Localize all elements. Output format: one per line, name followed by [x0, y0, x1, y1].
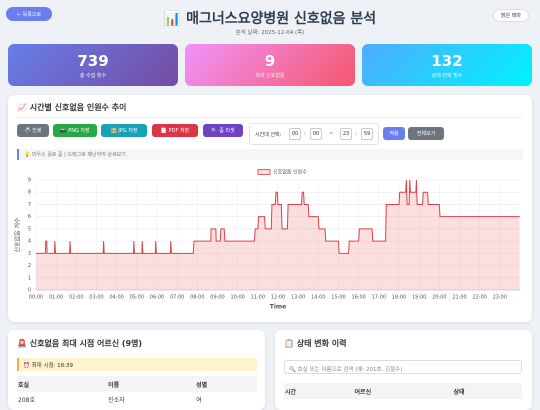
x-tick-label: 20:00 [432, 295, 446, 301]
x-tick-label: 11:00 [251, 295, 265, 301]
stat-value: 132 [431, 52, 463, 70]
x-axis-label: Time [270, 304, 286, 311]
y-tick-label: 1 [28, 275, 31, 281]
x-tick-label: 09:00 [210, 295, 224, 301]
x-tick-label: 06:00 [150, 295, 164, 301]
stat-card: 132 상태 변화 횟수 [362, 44, 532, 86]
col-header: 시간 [285, 388, 297, 396]
history-panel [275, 330, 532, 410]
png-button[interactable]: 📷 PNG 저장 [53, 124, 97, 137]
cell: 진소자 [108, 396, 125, 404]
page-title: 📊 매그너스요양병원 신호없음 분석 [163, 11, 377, 27]
y-tick-label: 8 [28, 190, 31, 196]
x-tick-label: 14:00 [311, 295, 325, 301]
stat-label: 상태 변화 횟수 [431, 73, 463, 79]
y-tick-label: 9 [28, 178, 31, 184]
x-tick-label: 00:00 [29, 295, 43, 301]
x-tick-label: 22:00 [472, 295, 486, 301]
x-tick-label: 10:00 [230, 295, 244, 301]
jpg-button[interactable]: 🖼️ JPG 저장 [101, 124, 147, 137]
x-tick-label: 15:00 [331, 295, 345, 301]
peak-time: ⏰ 최대 시점: 18:39 [17, 358, 257, 371]
range-label: 시간대 선택: [255, 132, 282, 138]
apply-button[interactable]: 적용 [383, 127, 405, 140]
all-button[interactable]: 전체보기 [408, 127, 444, 140]
x-tick-label: 19:00 [412, 295, 426, 301]
start-hour[interactable]: 00 [289, 128, 301, 140]
col-header: 호실 [18, 381, 30, 389]
panel-title: 📈 시간별 신호없음 인원수 추이 [17, 103, 127, 112]
panel-title: 🚨 신호없음 최대 시점 어르신 (9명) [17, 339, 143, 348]
stat-label: 최대 신호없음 [255, 73, 285, 79]
stat-label: 총 수집 횟수 [79, 73, 107, 79]
range-box [249, 123, 379, 145]
start-minute[interactable]: 00 [310, 128, 322, 140]
y-tick-label: 5 [28, 226, 31, 232]
x-tick-label: 18:00 [392, 295, 406, 301]
sep: : [304, 131, 306, 137]
x-tick-label: 04:00 [109, 295, 123, 301]
date: 분석 날짜: 2025-12-04 (목) [235, 30, 305, 36]
zoom-reset-button[interactable]: 🔍 줌 리셋 [203, 124, 243, 137]
y-tick-label: 2 [28, 263, 31, 269]
y-tick-label: 4 [28, 239, 31, 245]
x-tick-label: 02:00 [69, 295, 83, 301]
x-tick-label: 03:00 [89, 295, 103, 301]
y-tick-label: 7 [28, 202, 31, 208]
x-tick-label: 12:00 [271, 295, 285, 301]
legend-label: 신호없음 인원수 [273, 169, 307, 176]
x-tick-label: 21:00 [452, 295, 466, 301]
divider [17, 117, 523, 118]
area [36, 180, 520, 290]
history-table: 시간 어르신 상태 [284, 383, 522, 399]
stat-card: 9 최대 신호없음 [185, 44, 355, 86]
x-tick-label: 08:00 [190, 295, 204, 301]
line [36, 179, 520, 254]
sep: : [355, 131, 357, 137]
x-tick-label: 07:00 [170, 295, 184, 301]
legend-swatch [257, 169, 271, 175]
stat-value: 9 [264, 52, 276, 70]
chart: 0 1 2 3 4 5 6 7 8 9 00:00 01:00 02:00 03:00 04:00 05:00… [14, 169, 520, 311]
stat-value: 739 [77, 52, 109, 70]
x-tick-label: 13:00 [291, 295, 305, 301]
cell: 208호 [18, 396, 35, 404]
panel-title: 📋 상태 변화 이력 [284, 339, 347, 348]
end-hour[interactable]: 23 [340, 128, 352, 140]
tilde: ~ [329, 131, 334, 137]
cell: 여 [196, 396, 202, 404]
x-tick-label: 05:00 [130, 295, 144, 301]
x-tick-label: 16:00 [351, 295, 365, 301]
col-header: 이름 [108, 381, 120, 389]
hint: 💡 마우스 휠로 줌 | 드래그로 패닝하여 상세보기 [17, 149, 523, 160]
x-tick-label: 23:00 [493, 295, 507, 301]
y-tick-label: 6 [28, 214, 31, 220]
x-tick-label: 17:00 [372, 295, 386, 301]
theme-toggle[interactable]: 밝은 테마 [493, 9, 529, 22]
y-tick-label: 0 [28, 288, 31, 294]
search-input[interactable]: 🔍 호실 또는 이름으로 검색 (예: 201호, 김철수) [284, 360, 522, 374]
end-minute[interactable]: 59 [361, 128, 373, 140]
back-button[interactable]: ← 목록으로 [6, 7, 52, 21]
y-axis-label: 신호없음 개수 [14, 217, 22, 253]
stat-card: 739 총 수집 횟수 [8, 44, 178, 86]
y-tick-label: 3 [28, 251, 31, 257]
x-tick-label: 01:00 [49, 295, 63, 301]
col-header: 어르신 [354, 388, 372, 396]
col-header: 상태 [453, 388, 465, 396]
pdf-button[interactable]: 📄 PDF 저장 [152, 124, 198, 137]
col-header: 성별 [196, 381, 208, 389]
print-button[interactable]: 🖨️ 인쇄 [17, 124, 49, 137]
peak-table: 호실 이름 성별 208호 진소자 여 [17, 376, 257, 406]
